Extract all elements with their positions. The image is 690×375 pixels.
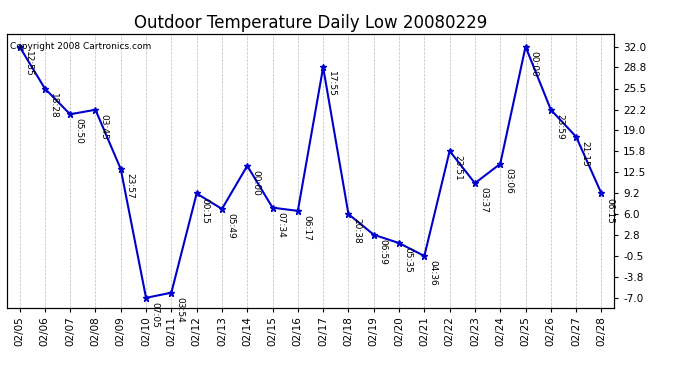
Text: 03:54: 03:54 [175, 297, 184, 322]
Text: 03:37: 03:37 [479, 188, 488, 213]
Text: 05:35: 05:35 [403, 247, 412, 273]
Text: 23:51: 23:51 [454, 155, 463, 181]
Text: 21:15: 21:15 [580, 141, 589, 167]
Text: 03:06: 03:06 [504, 168, 513, 194]
Text: 07:05: 07:05 [150, 302, 159, 328]
Text: 06:59: 06:59 [378, 239, 387, 265]
Text: 05:50: 05:50 [75, 118, 83, 144]
Text: 00:00: 00:00 [530, 51, 539, 76]
Text: Copyright 2008 Cartronics.com: Copyright 2008 Cartronics.com [10, 42, 151, 51]
Text: 03:45: 03:45 [99, 114, 108, 140]
Text: 06:15: 06:15 [606, 198, 615, 223]
Text: 12:55: 12:55 [23, 51, 32, 76]
Text: 07:34: 07:34 [277, 212, 286, 238]
Text: 20:38: 20:38 [353, 218, 362, 244]
Text: 18:28: 18:28 [49, 93, 58, 118]
Text: 05:49: 05:49 [226, 213, 235, 239]
Text: 00:15: 00:15 [201, 198, 210, 223]
Text: 00:00: 00:00 [251, 170, 260, 196]
Text: 17:55: 17:55 [327, 71, 336, 97]
Text: 04:36: 04:36 [428, 260, 437, 286]
Text: 23:59: 23:59 [555, 114, 564, 140]
Title: Outdoor Temperature Daily Low 20080229: Outdoor Temperature Daily Low 20080229 [134, 14, 487, 32]
Text: 23:57: 23:57 [125, 173, 134, 199]
Text: 06:17: 06:17 [302, 215, 311, 241]
